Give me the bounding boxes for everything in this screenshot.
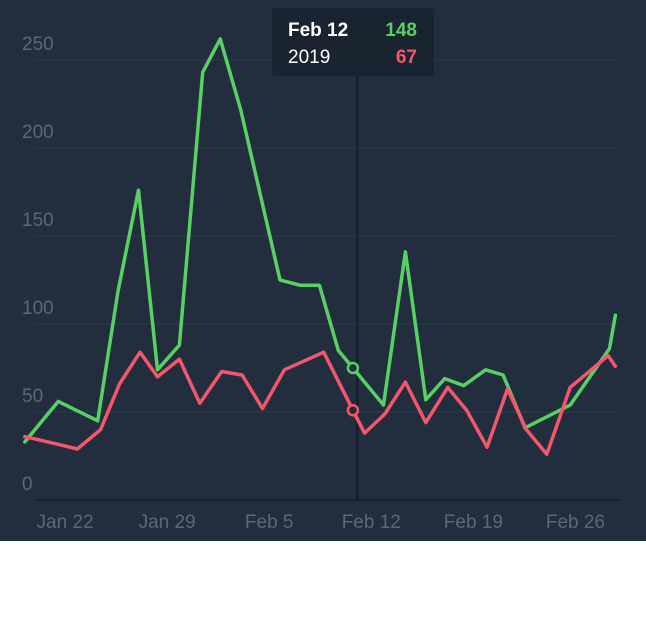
- series-line: [23, 37, 618, 444]
- tooltip-label: 2019: [288, 47, 330, 68]
- x-tick-label: Jan 22: [37, 512, 94, 533]
- tooltip: Feb 12 148 2019 67: [272, 8, 434, 76]
- tooltip-label: Feb 12: [288, 20, 348, 41]
- tooltip-value: 148: [385, 20, 417, 41]
- blank-area: [0, 541, 646, 644]
- hover-marker: [346, 403, 360, 417]
- y-tick-label: 150: [22, 210, 54, 231]
- x-tick-label: Feb 26: [546, 512, 605, 533]
- chart-background: [0, 0, 646, 541]
- x-tick-label: Feb 5: [245, 512, 294, 533]
- y-tick-label: 0: [22, 474, 33, 495]
- y-tick-label: 50: [22, 386, 43, 407]
- x-tick-label: Feb 12: [342, 512, 401, 533]
- y-tick-label: 250: [22, 34, 54, 55]
- x-tick-label: Jan 29: [139, 512, 196, 533]
- series-line: [23, 350, 618, 456]
- hover-marker: [346, 361, 360, 375]
- tooltip-value: 67: [396, 47, 417, 68]
- tooltip-box: [272, 8, 434, 76]
- y-tick-label: 100: [22, 298, 54, 319]
- x-tick-label: Feb 19: [444, 512, 503, 533]
- y-tick-label: 200: [22, 122, 54, 143]
